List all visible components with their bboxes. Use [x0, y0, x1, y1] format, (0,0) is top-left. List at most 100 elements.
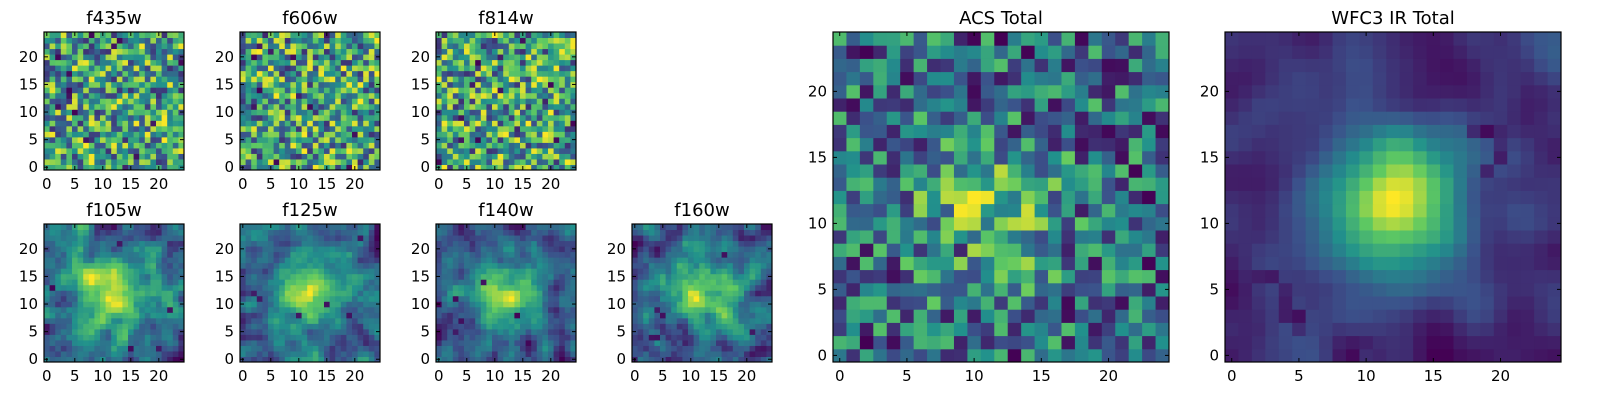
- heatmap-cell: [346, 240, 353, 247]
- heatmap-cell: [284, 98, 291, 105]
- heatmap-cell: [671, 323, 678, 330]
- heatmap-cell: [357, 98, 364, 105]
- heatmap-cell: [637, 284, 644, 291]
- heatmap-cell: [1034, 216, 1049, 231]
- heatmap-cell: [100, 257, 107, 264]
- heatmap-cell: [520, 147, 527, 154]
- heatmap-cell: [144, 328, 151, 335]
- heatmap-cell: [357, 153, 364, 160]
- heatmap-cell: [329, 120, 336, 127]
- heatmap-cell: [760, 328, 767, 335]
- heatmap-cell: [469, 246, 476, 253]
- heatmap-cell: [368, 246, 375, 253]
- heatmap-cell: [475, 48, 482, 55]
- heatmap-cell: [940, 150, 955, 165]
- heatmap-cell: [139, 54, 146, 61]
- heatmap-cell: [172, 350, 179, 357]
- heatmap-cell: [94, 279, 101, 286]
- heatmap-cell: [447, 257, 454, 264]
- heatmap-cell: [318, 65, 325, 72]
- heatmap-cell: [447, 65, 454, 72]
- heatmap-cell: [480, 350, 487, 357]
- heatmap-cell: [312, 125, 319, 132]
- heatmap-cell: [44, 345, 51, 352]
- heatmap-cell: [368, 339, 375, 346]
- heatmap-cell: [144, 246, 151, 253]
- heatmap-cell: [340, 235, 347, 242]
- heatmap-cell: [66, 59, 73, 66]
- heatmap-cell: [133, 70, 140, 77]
- heatmap-cell: [139, 345, 146, 352]
- heatmap-cell: [156, 235, 163, 242]
- heatmap-cell: [447, 251, 454, 258]
- heatmap-cell: [83, 312, 90, 319]
- heatmap-cell: [536, 235, 543, 242]
- heatmap-cell: [172, 37, 179, 44]
- heatmap-cell: [273, 103, 280, 110]
- heatmap-cell: [100, 323, 107, 330]
- heatmap-cell: [122, 268, 129, 275]
- heatmap-cell: [1142, 335, 1157, 350]
- heatmap-cell: [72, 76, 79, 83]
- heatmap-cell: [245, 54, 252, 61]
- heatmap-cell: [480, 235, 487, 242]
- heatmap-cell: [525, 350, 532, 357]
- heatmap-cell: [548, 262, 555, 269]
- heatmap-cell: [570, 65, 577, 72]
- heatmap-cell: [100, 76, 107, 83]
- heatmap-cell: [760, 235, 767, 242]
- heatmap-cell: [245, 70, 252, 77]
- heatmap-cell: [49, 92, 56, 99]
- heatmap-cell: [290, 54, 297, 61]
- heatmap-cell: [458, 81, 465, 88]
- heatmap-cell: [497, 235, 504, 242]
- heatmap-cell: [464, 147, 471, 154]
- heatmap-cell: [475, 268, 482, 275]
- heatmap-cell: [66, 301, 73, 308]
- heatmap-cell: [469, 345, 476, 352]
- heatmap-cell: [116, 301, 123, 308]
- heatmap-cell: [352, 70, 359, 77]
- heatmap-cell: [296, 295, 303, 302]
- heatmap-cell: [368, 87, 375, 94]
- heatmap-cell: [503, 70, 510, 77]
- y-tick-label: 15: [19, 267, 38, 285]
- heatmap-cell: [340, 356, 347, 363]
- heatmap-cell: [240, 312, 247, 319]
- heatmap-cell: [637, 328, 644, 335]
- heatmap-cell: [520, 109, 527, 116]
- heatmap-cell: [436, 262, 443, 269]
- heatmap-cell: [290, 131, 297, 138]
- heatmap-cell: [682, 257, 689, 264]
- heatmap-cell: [139, 290, 146, 297]
- heatmap-cell: [357, 109, 364, 116]
- heatmap-cell: [643, 229, 650, 236]
- heatmap-cell: [475, 153, 482, 160]
- heatmap-cell: [637, 306, 644, 313]
- heatmap-cell: [268, 350, 275, 357]
- heatmap-cell: [441, 273, 448, 280]
- heatmap-cell: [301, 54, 308, 61]
- heatmap-cell: [144, 153, 151, 160]
- heatmap-cell: [94, 125, 101, 132]
- heatmap-cell: [531, 37, 538, 44]
- heatmap-cell: [475, 339, 482, 346]
- heatmap-cell: [329, 279, 336, 286]
- heatmap-cell: [88, 142, 95, 149]
- heatmap-cell: [503, 312, 510, 319]
- heatmap-cell: [72, 103, 79, 110]
- heatmap-cell: [312, 317, 319, 324]
- heatmap-cell: [447, 323, 454, 330]
- heatmap-cell: [704, 268, 711, 275]
- heatmap-cell: [648, 350, 655, 357]
- y-tick-label: 15: [411, 267, 430, 285]
- heatmap-cell: [128, 246, 135, 253]
- heatmap-cell: [1061, 322, 1076, 337]
- heatmap-cell: [116, 125, 123, 132]
- heatmap-cell: [497, 103, 504, 110]
- heatmap-cell: [346, 306, 353, 313]
- heatmap-cell: [648, 295, 655, 302]
- heatmap-cell: [156, 103, 163, 110]
- heatmap-cell: [178, 120, 185, 127]
- heatmap-cell: [318, 235, 325, 242]
